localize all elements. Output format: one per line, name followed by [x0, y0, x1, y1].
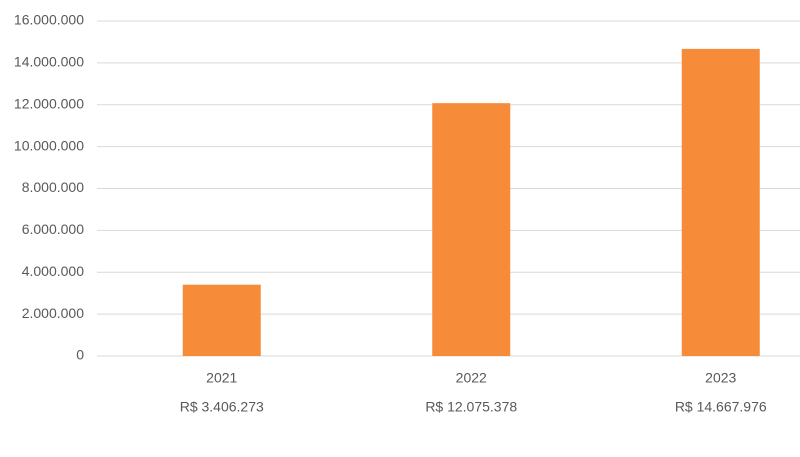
- y-tick-label: 6.000.000: [22, 221, 84, 237]
- y-tick-label: 12.000.000: [14, 95, 84, 111]
- bar: [182, 284, 261, 356]
- x-tick-label: 2022: [456, 370, 487, 386]
- value-label: R$ 14.667.976: [675, 399, 767, 415]
- y-tick-label: 14.000.000: [14, 54, 84, 70]
- y-tick-label: 0: [76, 347, 84, 363]
- value-label: R$ 3.406.273: [180, 399, 264, 415]
- y-tick-label: 10.000.000: [14, 137, 84, 153]
- bar: [432, 103, 511, 356]
- y-tick-label: 8.000.000: [22, 179, 84, 195]
- value-label: R$ 12.075.378: [425, 399, 517, 415]
- y-tick-label: 4.000.000: [22, 263, 84, 279]
- y-tick-label: 2.000.000: [22, 305, 84, 321]
- x-tick-label: 2023: [705, 370, 736, 386]
- y-tick-label: 16.000.000: [14, 12, 84, 28]
- x-tick-label: 2021: [206, 370, 237, 386]
- bar: [681, 48, 760, 356]
